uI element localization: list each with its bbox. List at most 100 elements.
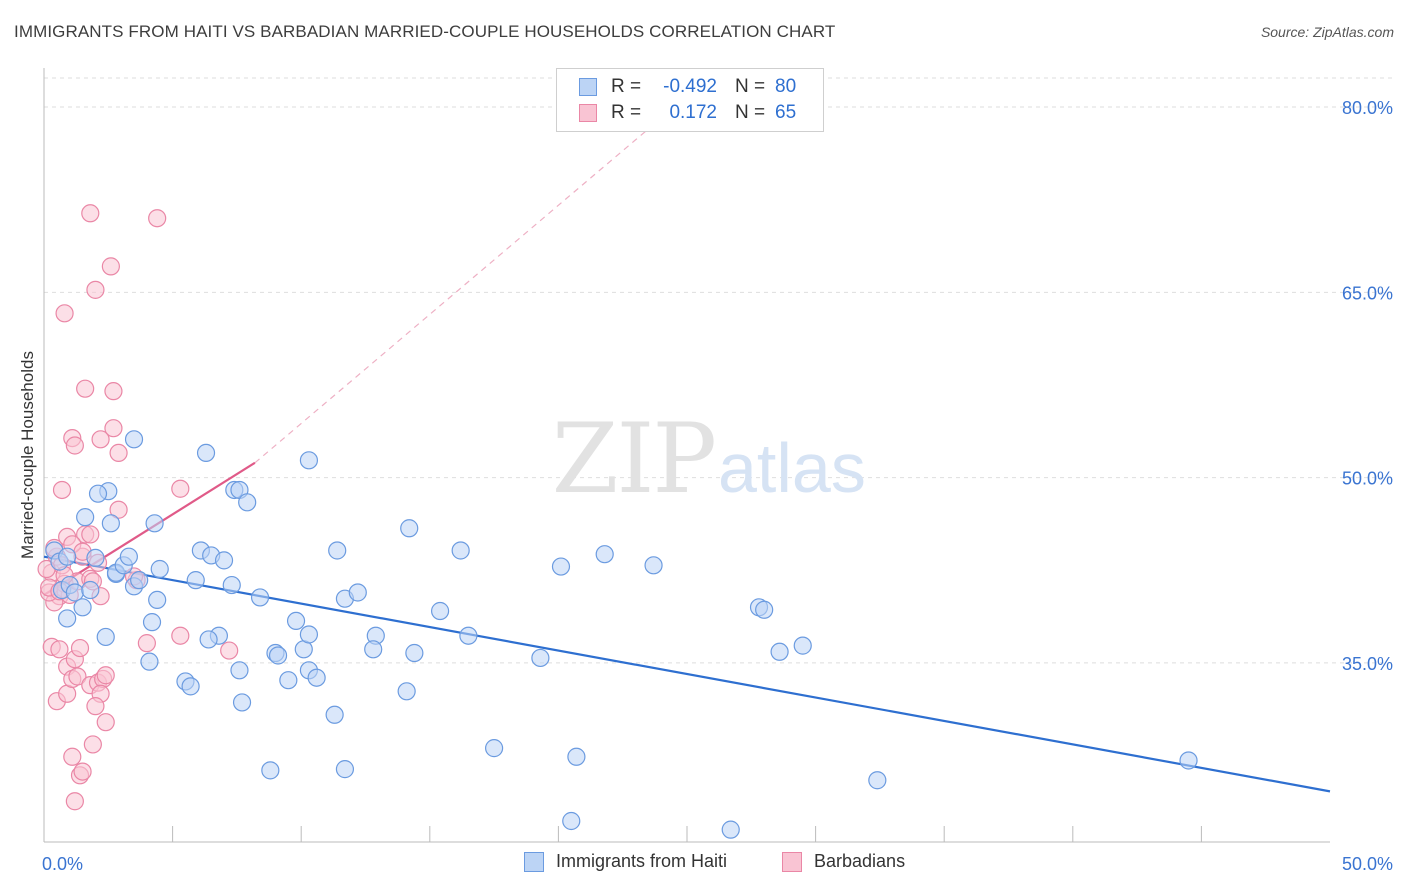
haiti-point — [405, 643, 424, 663]
haiti-legend-swatch — [524, 851, 544, 872]
haiti-point — [307, 668, 326, 687]
barbadian-point — [68, 667, 87, 686]
barbadian-point — [73, 762, 92, 781]
haiti-point — [286, 611, 306, 630]
haiti-point — [222, 575, 241, 595]
barbadian-point — [63, 747, 82, 766]
barbadian-point — [171, 626, 190, 645]
n-label: N = — [735, 102, 766, 123]
haiti-point — [644, 556, 663, 575]
y-tick-label: 80.0% — [1342, 98, 1393, 118]
haiti-point — [214, 551, 234, 570]
y-tick-label: 65.0% — [1342, 283, 1393, 303]
barbadian-point — [91, 430, 110, 449]
haiti-legend-label: Immigrants from Haiti — [556, 851, 728, 871]
haiti-point — [348, 583, 367, 602]
barbadian-point — [52, 480, 72, 500]
legend-row-haiti: R = -0.492 N = 80 — [579, 74, 796, 100]
barbadian-point — [70, 638, 90, 658]
haiti-point — [531, 648, 550, 668]
legend-item-barbadians: Barbadians — [782, 851, 905, 872]
barbadian-point — [76, 379, 95, 398]
haiti-point — [96, 627, 115, 647]
haiti-point — [232, 693, 252, 712]
y-tick-label: 35.0% — [1342, 654, 1393, 674]
barbadians-legend-swatch — [782, 851, 802, 872]
watermark-zip: ZIP — [552, 403, 715, 515]
tick-labels: 35.0% 50.0% 65.0% 80.0% 0.0% 50.0% — [42, 98, 1393, 874]
barbadian-point — [104, 382, 123, 401]
haiti-point — [328, 541, 347, 560]
haiti-point — [101, 514, 120, 533]
haiti-point — [76, 508, 95, 527]
haiti-point — [770, 642, 789, 661]
haiti-point — [551, 557, 571, 576]
r-value: -0.492 — [663, 76, 717, 97]
x-tick-label: 0.0% — [42, 854, 83, 874]
haiti-point — [459, 626, 478, 645]
haiti-point — [196, 443, 216, 463]
haiti-point — [199, 630, 218, 649]
y-tick-label: 50.0% — [1342, 469, 1393, 489]
haiti-point — [58, 547, 77, 566]
haiti-point — [81, 580, 100, 600]
haiti-point — [299, 451, 319, 470]
haiti-point — [261, 761, 280, 780]
barbadians-trend-extension — [254, 69, 719, 464]
haiti-point — [721, 820, 740, 839]
stats-legend: R = -0.492 N = 80 R = 0.172 N = 65 — [556, 68, 824, 132]
n-label: N = — [735, 76, 766, 97]
haiti-point — [238, 493, 257, 512]
axes — [43, 68, 1330, 843]
r-label: R = — [611, 102, 642, 123]
barbadian-point — [171, 479, 190, 498]
grid-lines — [44, 77, 1394, 664]
haiti-point — [1179, 751, 1198, 770]
haiti-point — [140, 652, 159, 671]
barbadian-point — [55, 304, 74, 323]
r-label: R = — [611, 76, 642, 97]
haiti-point — [130, 571, 149, 590]
haiti-point — [58, 609, 77, 628]
barbadians-legend-label: Barbadians — [814, 851, 906, 871]
haiti-point — [86, 548, 105, 568]
barbadian-point — [81, 525, 100, 544]
haiti-point — [230, 661, 249, 680]
n-value: 65 — [775, 102, 797, 123]
r-value: 0.172 — [669, 102, 717, 123]
barbadian-point — [65, 792, 84, 811]
haiti-point — [364, 640, 383, 659]
haiti-point — [335, 760, 355, 779]
haiti-point — [430, 601, 450, 621]
haiti-point — [186, 571, 205, 590]
haiti-point — [325, 705, 344, 724]
haiti-point — [145, 514, 164, 533]
legend-row-barbadians: R = 0.172 N = 65 — [579, 100, 796, 126]
barbadian-point — [96, 713, 115, 732]
chart-source: Source: ZipAtlas.com — [1260, 24, 1394, 40]
barbadian-point — [50, 640, 69, 659]
haiti-point — [181, 677, 200, 696]
haiti-point — [73, 598, 92, 617]
haiti-point — [400, 519, 419, 538]
barbadian-point — [96, 666, 115, 685]
watermark: ZIP atlas — [552, 403, 866, 515]
haiti-point — [88, 484, 108, 503]
barbadian-point — [109, 500, 128, 519]
barbadian-point — [83, 735, 102, 754]
haiti-point — [150, 559, 169, 579]
haiti-point — [299, 625, 319, 644]
haiti-point — [119, 547, 138, 566]
data-points — [37, 204, 1198, 839]
barbadian-point — [86, 697, 105, 716]
n-value: 80 — [775, 76, 797, 97]
watermark-atlas: atlas — [718, 429, 866, 507]
barbadian-point — [65, 436, 84, 455]
barbadian-point — [109, 443, 128, 463]
haiti-point — [755, 600, 774, 619]
barbadian-point — [86, 280, 105, 299]
haiti-point — [567, 747, 586, 766]
haiti-point — [793, 636, 812, 655]
haiti-point — [562, 811, 581, 831]
